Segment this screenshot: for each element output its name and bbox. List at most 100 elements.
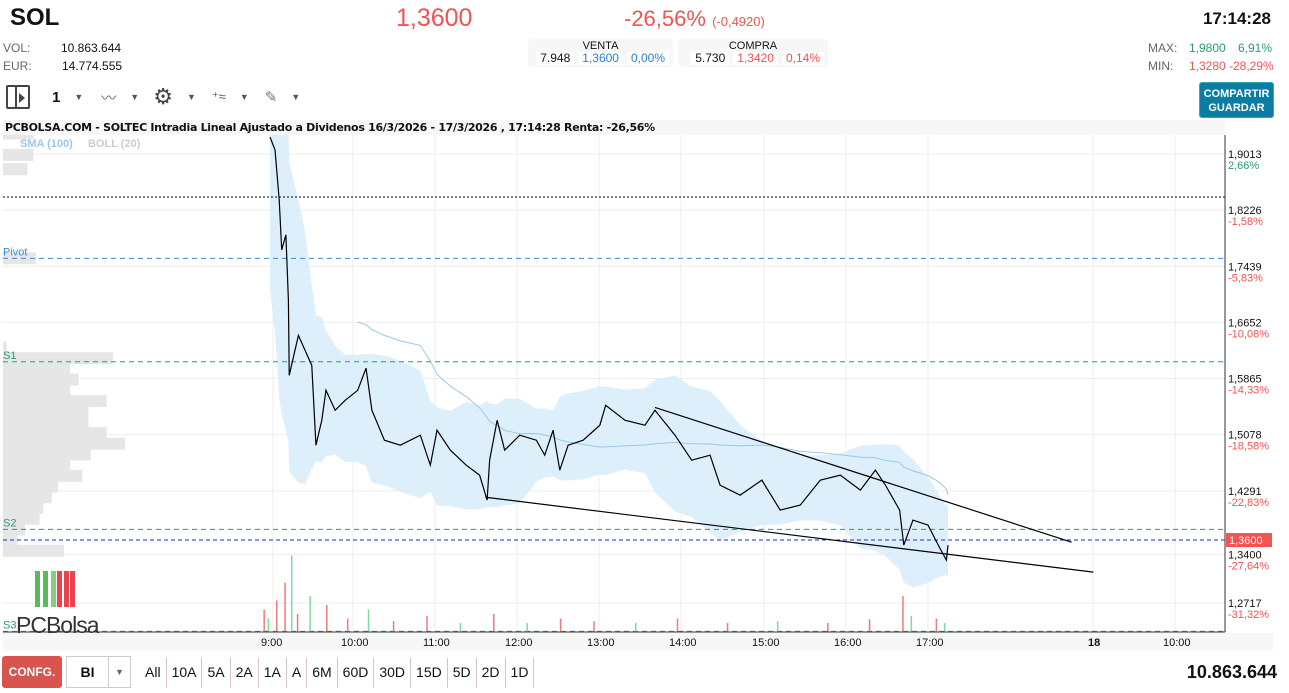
volume-profile-bar [3,373,79,386]
indicators-icon[interactable]: ⁺≈ [211,89,226,104]
range-60d[interactable]: 60D [338,658,375,688]
interval-selector[interactable]: 1 [52,88,61,106]
last-price: 1,3600 [396,4,473,32]
range-all[interactable]: All [140,658,167,688]
volume-profile-bar [3,544,64,557]
venta-pct: 0,00% [626,52,669,65]
volume-profile-bar [3,148,34,161]
chevron-down-icon[interactable]: ▼ [186,92,196,102]
y-tick-pct: -10,08% [1228,328,1269,340]
gear-icon[interactable]: ⚙ [153,84,173,109]
x-tick-label: 13:00 [587,637,615,649]
x-tick-label: 10:00 [1163,637,1191,649]
logo-candle [57,571,62,607]
x-tick-label: 14:00 [669,637,697,649]
total-volume: 10.863.644 [1186,662,1277,682]
x-axis-band [3,633,1273,651]
compra-qty: 5.730 [691,52,730,65]
volume-profile-bar [3,394,107,407]
save-label: GUARDAR [1208,102,1265,114]
chevron-down-icon[interactable]: ▼ [130,92,140,102]
change: -26,56% (-0,4920) [624,6,765,32]
volume-profile-bar [3,405,89,418]
level-label-s3: S3 [3,619,16,631]
range-15d[interactable]: 15D [411,658,448,688]
sma-line [357,321,949,495]
x-tick-label: 17:00 [916,637,944,649]
volume-profile-bar [3,416,89,429]
x-tick-label: 11:00 [423,637,450,649]
range-2d[interactable]: 2D [477,658,506,688]
y-tick-pct: -18,58% [1228,441,1269,453]
y-tick-pct: -1,58% [1228,216,1263,228]
sidebar-toggle-icon[interactable] [6,85,30,109]
volume-profile-bar [3,341,7,354]
y-tick-label: 1,4291 [1228,486,1262,498]
range-6m[interactable]: 6M [307,658,338,688]
volume-profile-bar [3,163,28,176]
y-tick-label: 1,8226 [1228,205,1262,217]
max-label: MAX: [1148,41,1178,55]
config-button[interactable]: CONFG. [2,656,62,688]
vol-value: 10.863.644 [61,41,122,55]
chart-toolbar: 1 ▼ 〰 ▼ ⚙ ▼ ⁺≈ ▼ ✎ ▼ [6,84,301,109]
range-10a[interactable]: 10A [167,658,203,688]
symbol: SOL [10,4,60,31]
range-5a[interactable]: 5A [202,658,231,688]
y-tick-label: 1,2717 [1228,598,1262,610]
y-tick-pct: 2,66% [1228,160,1259,172]
eur-label: EUR: [3,59,32,73]
volume-profile-bar [3,437,125,450]
y-tick-pct: -31,32% [1228,609,1269,621]
legend-sma: SMA (100) [20,138,73,150]
chart-type-icon[interactable]: 〰 [101,89,117,107]
volume-profile-bar [3,512,40,525]
y-tick-label: 1,3400 [1228,549,1262,561]
chevron-down-icon[interactable]: ▼ [291,92,301,102]
clock: 17:14:28 [1202,9,1271,28]
x-tick-label: 18 [1088,637,1100,649]
y-tick-label: 1,6652 [1228,317,1262,329]
x-tick-label: 15:00 [752,637,780,649]
trendline [485,496,1094,573]
range-buttons: All 10A 5A 2A 1A A 6M 60D 30D 15D 5D 2D 1D [140,658,535,688]
logo-candle [43,571,48,607]
level-label-s2: S2 [3,517,16,529]
y-tick-pct: -22,83% [1228,497,1269,509]
venta-qty: 7.948 [536,52,575,65]
share-save-button[interactable]: COMPARTIR GUARDAR [1199,82,1274,118]
mode-select[interactable]: BI ▼ [66,656,131,688]
mode-value: BI [80,664,95,680]
level-label-pivot: Pivot [3,246,27,258]
vol-label: VOL: [3,41,31,55]
logo-candle [70,571,75,607]
price-line [269,136,949,562]
volume-profile-bar [3,252,36,265]
volume-profile-bar [3,427,107,440]
chart-title: PCBOLSA.COM - SOLTEC Intradia Lineal Aju… [3,120,1225,135]
chevron-down-icon[interactable]: ▼ [108,657,130,687]
y-tick-pct: -14,33% [1228,385,1269,397]
x-tick-label: 9:00 [261,637,282,649]
x-tick-label: 12:00 [505,637,533,649]
y-tick-pct: -5,83% [1228,272,1263,284]
venta-box: VENTA 7.948 1,3600 0,00% [528,39,673,67]
volume-profile-bar [3,384,71,397]
venta-label: VENTA [582,40,619,52]
range-1a[interactable]: 1A [259,658,287,688]
y-tick-label: 1,5865 [1228,374,1262,386]
min-value: 1,3280 [1189,59,1226,73]
chevron-down-icon[interactable]: ▼ [74,92,84,102]
pencil-icon[interactable]: ✎ [264,89,278,106]
logo-candle [64,571,69,607]
volume-profile-bar [3,459,71,472]
chevron-down-icon[interactable]: ▼ [239,92,249,102]
range-5d[interactable]: 5D [448,658,477,688]
range-30d[interactable]: 30D [374,658,412,688]
price-tag-label: 1,3600 [1229,535,1263,547]
logo-candle [35,571,40,607]
range-a[interactable]: A [287,658,308,688]
range-1d[interactable]: 1D [506,658,535,688]
range-2a[interactable]: 2A [231,658,259,688]
